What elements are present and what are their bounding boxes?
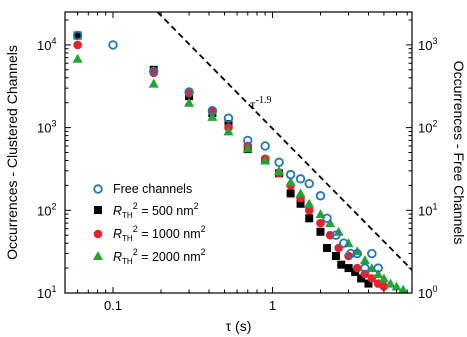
legend-entry-500: RTH2 = 500 nm2: [94, 201, 199, 220]
point-open-circle: [315, 191, 326, 201]
point-triangle: [242, 143, 253, 153]
point-triangle: [207, 111, 218, 121]
point-open-circle: [304, 178, 314, 189]
point-square: [305, 214, 314, 223]
point-filled-circle: [316, 218, 325, 228]
point-triangle: [343, 238, 354, 248]
point-triangle: [304, 198, 315, 208]
point-triangle: [359, 255, 370, 265]
point-open-circle: [184, 87, 194, 97]
y-left-tick-label: 104: [37, 36, 56, 53]
y-left-tick-label: 102: [37, 201, 56, 218]
point-square: [286, 189, 295, 198]
point-triangle: [385, 278, 396, 288]
y-axis-right-label: Occurrences - Free Channels: [451, 61, 467, 245]
point-open-circle: [149, 66, 159, 76]
point-square: [323, 244, 332, 253]
point-triangle: [333, 226, 344, 236]
point-square: [344, 264, 353, 273]
point-square: [73, 31, 82, 40]
point-filled-circle: [73, 40, 82, 50]
point-open-circle: [331, 230, 341, 240]
y-left-tick-label: 101: [37, 284, 56, 301]
legend: Free channels RTH2 = 500 nm2 RTH2 = 1000…: [93, 182, 206, 266]
point-triangle: [398, 284, 409, 294]
point-square: [296, 199, 305, 208]
point-filled-circle: [352, 263, 362, 273]
chart-marks: [72, 30, 409, 294]
axis-ticks: 0.1 1 101 102 103 104 100 101 102 103: [37, 12, 437, 313]
point-triangle: [325, 218, 336, 228]
point-open-circle: [72, 30, 83, 41]
point-square: [316, 227, 325, 236]
legend-marker-2000: [93, 251, 103, 260]
point-triangle: [295, 188, 306, 198]
y-right-tick-label: 101: [418, 201, 437, 218]
point-open-circle: [322, 213, 332, 224]
point-open-circle: [243, 135, 253, 146]
point-triangle: [373, 268, 384, 278]
legend-entry-2000: RTH2 = 2000 nm2: [93, 247, 206, 266]
x-tick-label: 1: [269, 298, 276, 313]
point-filled-circle: [367, 274, 377, 283]
point-filled-circle: [379, 282, 389, 291]
point-square: [364, 279, 373, 288]
point-open-circle: [260, 141, 270, 151]
point-triangle: [378, 273, 389, 283]
point-triangle: [391, 281, 402, 291]
point-open-circle: [207, 106, 218, 116]
point-filled-circle: [334, 243, 343, 253]
point-open-circle: [367, 248, 377, 259]
y-right-tick-label: 100: [418, 284, 437, 301]
point-open-circle: [352, 248, 362, 259]
point-open-circle: [274, 157, 284, 168]
point-square: [337, 260, 346, 269]
point-open-circle: [339, 238, 349, 248]
point-open-circle: [285, 169, 296, 180]
legend-label-500: RTH2 = 500 nm2: [113, 201, 199, 220]
legend-marker-free-channels: [93, 184, 103, 194]
legend-entry-1000: RTH2 = 1000 nm2: [93, 224, 206, 243]
point-triangle: [223, 126, 234, 136]
point-triangle: [72, 53, 83, 63]
y-right-tick-label: 103: [418, 36, 437, 53]
point-square: [357, 274, 366, 283]
point-triangle: [285, 176, 296, 186]
x-axis-label: τ (s): [226, 318, 252, 334]
x-tick-label: 0.1: [104, 298, 122, 313]
y-right-tick-label: 102: [418, 119, 437, 136]
legend-entry-free-channels: Free channels: [93, 182, 192, 196]
point-triangle: [274, 165, 285, 175]
y-axis-left-label: Occurrences - Clustered Channels: [4, 45, 20, 260]
point-open-circle: [108, 40, 118, 50]
legend-label-2000: RTH2 = 2000 nm2: [113, 247, 206, 266]
point-open-circle: [223, 113, 234, 123]
point-open-circle: [295, 174, 306, 184]
point-open-circle: [360, 263, 370, 273]
power-law-annotation: τ-1.9: [250, 95, 271, 113]
point-square: [331, 252, 340, 261]
legend-label-free-channels: Free channels: [113, 182, 192, 196]
point-triangle: [148, 78, 159, 88]
point-triangle: [260, 155, 271, 165]
point-open-circle: [346, 248, 356, 259]
legend-label-1000: RTH2 = 1000 nm2: [113, 224, 206, 243]
point-filled-circle: [304, 206, 314, 215]
legend-marker-500: [94, 206, 102, 214]
y-left-tick-label: 103: [37, 119, 56, 136]
point-open-circle: [373, 263, 383, 273]
legend-marker-1000: [93, 229, 103, 239]
point-triangle: [315, 209, 326, 219]
point-square: [351, 267, 360, 276]
power-law-line: [156, 11, 413, 271]
point-triangle: [184, 97, 195, 107]
